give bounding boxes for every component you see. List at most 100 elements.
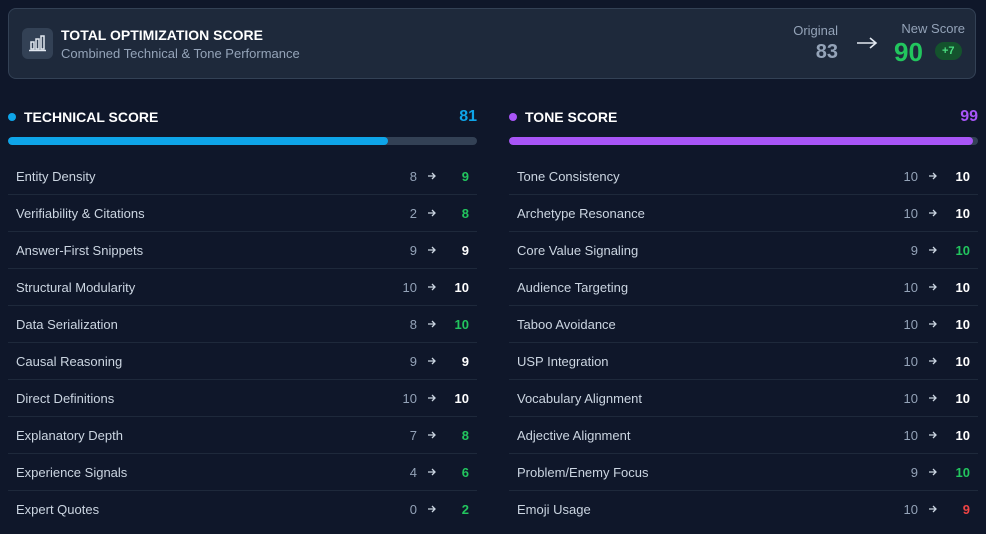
metric-row: Experience Signals 4 6 [8,454,477,491]
summary-card: TOTAL OPTIMIZATION SCORE Combined Techni… [8,8,976,79]
section-title: TONE SCORE [525,109,618,125]
arrow-icon [428,394,436,402]
new-score-label: New Score [901,21,965,36]
metric-row: Audience Targeting 10 10 [509,269,978,306]
metric-row: Causal Reasoning 9 9 [8,343,477,380]
original-value: 7 [409,428,417,443]
score-section: TONE SCORE 99 Tone Consistency 10 10 Archetyp… [509,104,978,534]
new-value: 10 [955,317,970,332]
new-value: 10 [955,354,970,369]
original-value: 10 [903,428,918,443]
metric-label: Causal Reasoning [16,354,123,369]
arrow-icon [929,283,937,291]
original-value: 10 [903,280,918,295]
arrow-icon [929,246,937,254]
metric-label: Verifiability & Citations [16,206,145,221]
metric-row: Core Value Signaling 9 10 [509,232,978,269]
metric-row: Data Serialization 8 10 [8,306,477,343]
metric-label: Archetype Resonance [517,206,645,221]
arrow-icon [929,209,937,217]
metric-label: Answer-First Snippets [16,243,144,258]
progress-fill [8,137,388,145]
section-score: 81 [459,108,477,125]
progress-fill [509,137,974,145]
new-value: 10 [955,465,970,480]
new-value: 10 [955,391,970,406]
new-value: 8 [461,206,469,221]
new-value: 9 [461,169,469,184]
arrow-icon [428,209,436,217]
new-value: 8 [461,428,469,443]
arrow-icon [428,320,436,328]
original-value: 2 [409,206,417,221]
metric-label: Core Value Signaling [517,243,639,258]
arrow-icon [428,172,436,180]
metric-label: Expert Quotes [16,502,100,517]
metric-label: Taboo Avoidance [517,317,616,332]
arrow-icon [428,468,436,476]
new-value: 10 [955,428,970,443]
arrow-icon [428,431,436,439]
metric-label: USP Integration [517,354,609,369]
arrow-icon [929,468,937,476]
section-dot [509,113,517,121]
metric-label: Problem/Enemy Focus [517,465,649,480]
metric-row: Verifiability & Citations 2 8 [8,195,477,232]
metric-label: Adjective Alignment [517,428,631,443]
original-label: Original [793,23,838,38]
new-value: 10 [454,391,469,406]
arrow-icon [929,357,937,365]
new-score-value: 90 [894,37,923,67]
metric-label: Data Serialization [16,317,118,332]
metric-row: Entity Density 8 9 [8,158,477,195]
new-value: 10 [454,317,469,332]
section-title: TECHNICAL SCORE [24,109,159,125]
title: TOTAL OPTIMIZATION SCORE [61,27,263,43]
arrow-icon [929,431,937,439]
arrow-icon [428,246,436,254]
metric-row: Emoji Usage 10 9 [509,491,978,528]
original-value: 10 [903,206,918,221]
metric-row: Answer-First Snippets 9 9 [8,232,477,269]
metric-label: Direct Definitions [16,391,115,406]
original-value: 9 [409,243,417,258]
metric-label: Experience Signals [16,465,128,480]
original-value: 8 [409,169,417,184]
arrow-icon [857,37,878,49]
original-value: 0 [409,502,417,517]
original-value: 9 [910,243,918,258]
original-value: 10 [903,502,918,517]
delta-badge: +7 [935,42,962,60]
original-value: 9 [409,354,417,369]
chart-icon [22,28,53,59]
new-value: 10 [955,206,970,221]
new-value: 9 [461,354,469,369]
metric-row: Archetype Resonance 10 10 [509,195,978,232]
arrow-icon [929,505,937,513]
original-value: 10 [903,354,918,369]
progress-track [509,137,978,145]
new-value: 2 [461,502,469,517]
progress-track [8,137,477,145]
metric-row: Structural Modularity 10 10 [8,269,477,306]
new-value: 10 [955,243,970,258]
arrow-icon [428,283,436,291]
subtitle: Combined Technical & Tone Performance [61,46,300,61]
original-value: 8 [409,317,417,332]
arrow-icon [929,394,937,402]
original-value: 10 [402,391,417,406]
metric-row: Tone Consistency 10 10 [509,158,978,195]
score-section: TECHNICAL SCORE 81 Entity Density 8 9 Verifia… [8,104,477,534]
metric-row: Explanatory Depth 7 8 [8,417,477,454]
arrow-icon [929,172,937,180]
original-value: 10 [903,391,918,406]
metric-row: Direct Definitions 10 10 [8,380,477,417]
original-value: 4 [409,465,417,480]
metric-label: Vocabulary Alignment [517,391,643,406]
metric-label: Structural Modularity [16,280,136,295]
original-value: 9 [910,465,918,480]
icon-glyph [29,35,46,52]
metric-row: Vocabulary Alignment 10 10 [509,380,978,417]
metric-row: Expert Quotes 0 2 [8,491,477,528]
